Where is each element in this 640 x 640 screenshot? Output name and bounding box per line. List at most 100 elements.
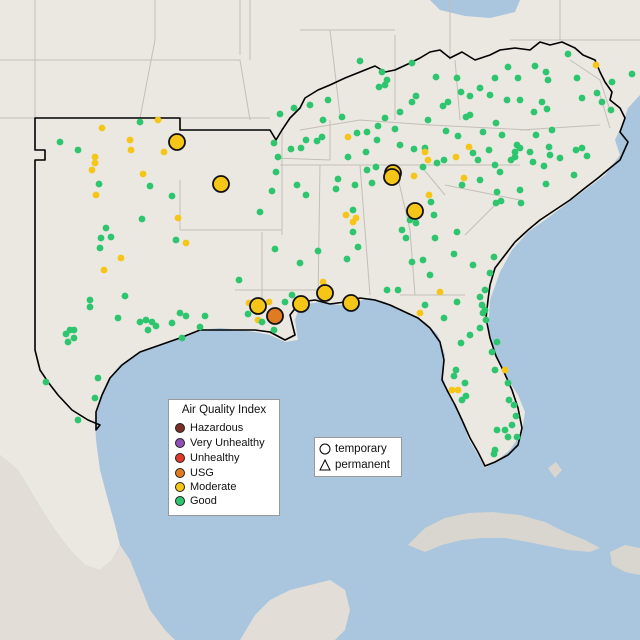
site-marker[interactable] bbox=[444, 98, 452, 106]
site-marker[interactable] bbox=[436, 288, 444, 296]
site-marker[interactable] bbox=[490, 253, 498, 261]
site-marker[interactable] bbox=[546, 151, 554, 159]
site-marker[interactable] bbox=[440, 156, 448, 164]
site-marker[interactable] bbox=[86, 303, 94, 311]
site-marker[interactable] bbox=[235, 276, 243, 284]
site-marker[interactable] bbox=[425, 191, 433, 199]
site-marker[interactable] bbox=[139, 170, 147, 178]
site-marker[interactable] bbox=[383, 286, 391, 294]
site-marker[interactable] bbox=[274, 153, 282, 161]
site-marker[interactable] bbox=[482, 316, 490, 324]
site-marker[interactable] bbox=[419, 256, 427, 264]
site-marker[interactable] bbox=[498, 131, 506, 139]
site-marker[interactable] bbox=[354, 243, 362, 251]
site-marker[interactable] bbox=[496, 168, 504, 176]
site-marker[interactable] bbox=[542, 68, 550, 76]
site-marker[interactable] bbox=[469, 261, 477, 269]
site-marker[interactable] bbox=[121, 292, 129, 300]
site-marker[interactable] bbox=[454, 386, 462, 394]
site-marker[interactable] bbox=[466, 92, 474, 100]
site-marker[interactable] bbox=[504, 63, 512, 71]
site-marker[interactable] bbox=[573, 74, 581, 82]
site-marker[interactable] bbox=[349, 228, 357, 236]
site-marker[interactable] bbox=[349, 206, 357, 214]
site-marker[interactable] bbox=[448, 386, 456, 394]
temporary-site-marker[interactable] bbox=[212, 175, 230, 193]
temporary-site-marker[interactable] bbox=[342, 294, 360, 312]
site-marker[interactable] bbox=[408, 258, 416, 266]
site-marker[interactable] bbox=[319, 278, 327, 286]
site-marker[interactable] bbox=[453, 74, 461, 82]
site-marker[interactable] bbox=[344, 153, 352, 161]
site-marker[interactable] bbox=[74, 416, 82, 424]
site-marker[interactable] bbox=[276, 110, 284, 118]
site-marker[interactable] bbox=[458, 181, 466, 189]
site-marker[interactable] bbox=[160, 148, 168, 156]
site-marker[interactable] bbox=[431, 234, 439, 242]
site-marker[interactable] bbox=[526, 148, 534, 156]
site-marker[interactable] bbox=[408, 59, 416, 67]
site-marker[interactable] bbox=[353, 129, 361, 137]
site-marker[interactable] bbox=[439, 102, 447, 110]
site-marker[interactable] bbox=[265, 298, 273, 306]
site-marker[interactable] bbox=[92, 191, 100, 199]
site-marker[interactable] bbox=[512, 412, 520, 420]
site-marker[interactable] bbox=[593, 89, 601, 97]
site-marker[interactable] bbox=[100, 266, 108, 274]
site-marker[interactable] bbox=[142, 316, 150, 324]
site-marker[interactable] bbox=[302, 136, 310, 144]
site-marker[interactable] bbox=[432, 73, 440, 81]
site-marker[interactable] bbox=[102, 224, 110, 232]
site-marker[interactable] bbox=[452, 153, 460, 161]
site-marker[interactable] bbox=[344, 133, 352, 141]
site-marker[interactable] bbox=[363, 166, 371, 174]
site-marker[interactable] bbox=[529, 158, 537, 166]
site-marker[interactable] bbox=[136, 318, 144, 326]
site-marker[interactable] bbox=[485, 146, 493, 154]
site-marker[interactable] bbox=[466, 331, 474, 339]
site-marker[interactable] bbox=[313, 137, 321, 145]
site-marker[interactable] bbox=[465, 143, 473, 151]
site-marker[interactable] bbox=[402, 234, 410, 242]
site-marker[interactable] bbox=[272, 168, 280, 176]
site-marker[interactable] bbox=[490, 450, 498, 458]
site-marker[interactable] bbox=[486, 91, 494, 99]
site-marker[interactable] bbox=[290, 104, 298, 112]
site-marker[interactable] bbox=[127, 146, 135, 154]
site-marker[interactable] bbox=[486, 269, 494, 277]
site-marker[interactable] bbox=[516, 186, 524, 194]
site-marker[interactable] bbox=[548, 126, 556, 134]
site-marker[interactable] bbox=[396, 108, 404, 116]
site-marker[interactable] bbox=[511, 148, 519, 156]
site-marker[interactable] bbox=[543, 105, 551, 113]
site-marker[interactable] bbox=[62, 330, 70, 338]
site-marker[interactable] bbox=[314, 247, 322, 255]
site-marker[interactable] bbox=[94, 374, 102, 382]
site-marker[interactable] bbox=[450, 372, 458, 380]
site-marker[interactable] bbox=[64, 338, 72, 346]
site-marker[interactable] bbox=[332, 185, 340, 193]
site-marker[interactable] bbox=[440, 314, 448, 322]
site-marker[interactable] bbox=[511, 153, 519, 161]
site-marker[interactable] bbox=[383, 76, 391, 84]
site-marker[interactable] bbox=[501, 426, 509, 434]
temporary-site-marker[interactable] bbox=[292, 295, 310, 313]
site-marker[interactable] bbox=[136, 118, 144, 126]
site-marker[interactable] bbox=[378, 68, 386, 76]
site-marker[interactable] bbox=[368, 179, 376, 187]
site-marker[interactable] bbox=[374, 122, 382, 130]
site-marker[interactable] bbox=[154, 116, 162, 124]
site-marker[interactable] bbox=[510, 401, 518, 409]
site-marker[interactable] bbox=[95, 180, 103, 188]
site-marker[interactable] bbox=[452, 366, 460, 374]
site-marker[interactable] bbox=[372, 163, 380, 171]
temporary-site-marker[interactable] bbox=[168, 133, 186, 151]
site-marker[interactable] bbox=[296, 259, 304, 267]
site-marker[interactable] bbox=[592, 61, 600, 69]
site-marker[interactable] bbox=[628, 70, 636, 78]
site-marker[interactable] bbox=[501, 366, 509, 374]
site-marker[interactable] bbox=[268, 187, 276, 195]
site-marker[interactable] bbox=[478, 301, 486, 309]
site-marker[interactable] bbox=[491, 161, 499, 169]
